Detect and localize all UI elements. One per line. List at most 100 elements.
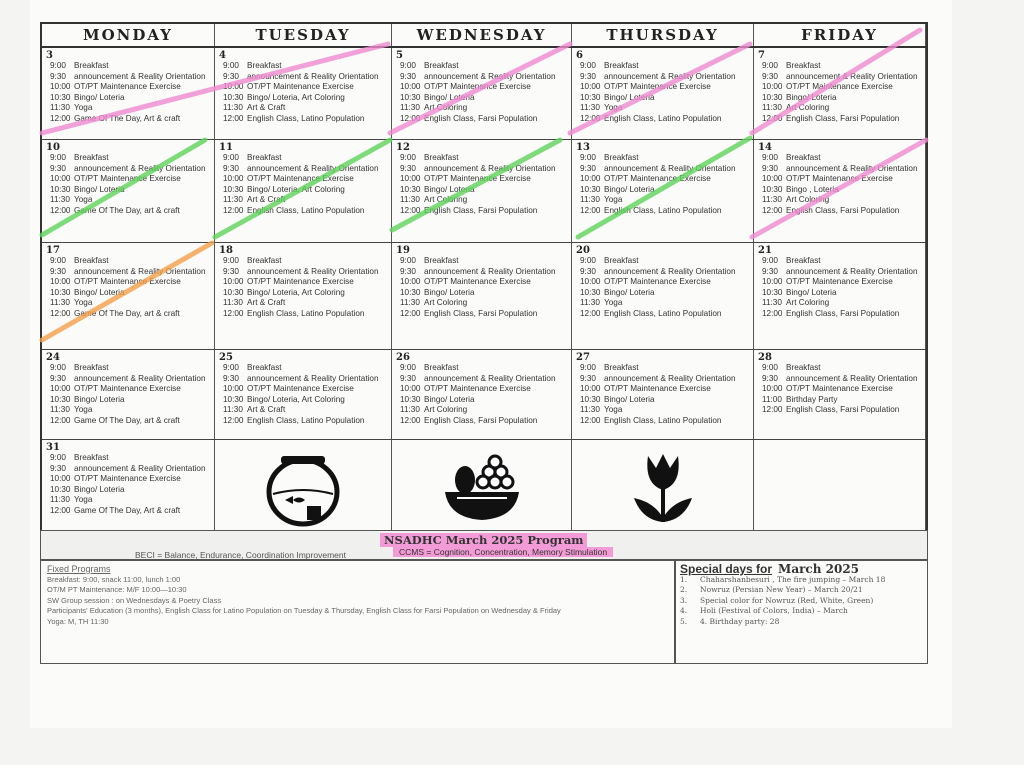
day-cell: 26 9:00 Breakfast 9:30 announcement & Realit… (392, 350, 572, 439)
event-name: Art Coloring (424, 405, 468, 415)
event-time: 10:30 (762, 287, 783, 297)
event-item: 9:00 Breakfast (396, 256, 567, 267)
event-name: announcement & Reality Orientation (604, 373, 736, 383)
tulip-icon (628, 448, 698, 530)
event-item: 9:00 Breakfast (46, 363, 210, 374)
event-time: 9:00 (223, 363, 239, 372)
event-time: 10:00 (50, 474, 71, 484)
event-time: 10:00 (580, 384, 601, 394)
event-item: 11:30 Yoga (46, 405, 210, 416)
day-cell: 24 9:00 Breakfast 9:30 announcement & Realit… (42, 350, 215, 439)
calendar-grid: MONDAY TUESDAY WEDNESDAY THURSDAY FRIDAY 3 9:… (40, 22, 928, 541)
day-number: 3 (46, 50, 53, 61)
day-cell: 3 9:00 Breakfast 9:30 announcement & Reality… (42, 48, 215, 139)
event-item: 10:00 OT/PT Maintenance Exercise (576, 174, 749, 185)
event-name: Bingo/ Loteria (74, 394, 125, 404)
special-heading-text: Special days for (680, 562, 773, 576)
event-item: 10:00 OT/PT Maintenance Exercise (576, 277, 749, 288)
event-name: Breakfast (604, 153, 639, 162)
event-time: 9:30 (50, 71, 66, 81)
event-name: announcement & Reality Orientation (786, 163, 918, 173)
event-time: 12:00 (580, 415, 601, 425)
event-item: 9:30 announcement & Reality Orientation (576, 72, 749, 83)
event-name: English Class, Latino Population (247, 205, 365, 215)
event-item: 12:00 English Class, Latino Population (219, 114, 387, 125)
event-time: 9:30 (223, 71, 239, 81)
event-item: 10:30 Bingo/ Loteria (46, 93, 210, 104)
event-name: Art Coloring (424, 103, 468, 113)
event-name: Game Of The Day, art & craft (74, 308, 180, 318)
event-item: 10:00 OT/PT Maintenance Exercise (46, 82, 210, 93)
day-cell: 5 9:00 Breakfast 9:30 announcement & Reality… (392, 48, 572, 139)
event-name: announcement & Reality Orientation (74, 163, 206, 173)
event-name: OT/PT Maintenance Exercise (786, 384, 893, 394)
event-name: Breakfast (424, 256, 459, 265)
event-name: Bingo , Loteria (786, 184, 839, 194)
event-time: 10:00 (580, 82, 601, 92)
event-item: 9:30 announcement & Reality Orientation (758, 72, 921, 83)
event-time: 11:30 (50, 103, 70, 113)
event-item: 9:00 Breakfast (396, 363, 567, 374)
day-number: 19 (396, 245, 410, 256)
event-time: 11:00 (762, 394, 782, 404)
day-cell: 20 9:00 Breakfast 9:30 announcement & Realit… (572, 243, 754, 349)
event-time: 10:00 (50, 384, 71, 394)
event-item: 9:30 announcement & Reality Orientation (758, 164, 921, 175)
event-name: Bingo/ Loteria (74, 287, 125, 297)
item-text: Special color for Nowruz (Red, White, Gr… (700, 595, 874, 605)
event-item: 11:30 Art Coloring (396, 195, 567, 206)
event-time: 10:30 (580, 394, 601, 404)
event-time: 11:30 (400, 103, 420, 113)
event-name: Art Coloring (786, 103, 830, 113)
event-item: 12:00 Game Of The Day, Art & craft (46, 506, 210, 517)
event-item: 10:30 Bingo/ Loteria (758, 93, 921, 104)
event-time: 9:30 (580, 71, 596, 81)
event-name: Art Coloring (424, 195, 468, 205)
event-item: 9:30 announcement & Reality Orientation (219, 267, 387, 278)
event-name: Breakfast (424, 61, 459, 70)
event-time: 10:00 (50, 82, 71, 92)
event-name: Art & Craft (247, 195, 286, 205)
event-name: OT/PT Maintenance Exercise (604, 82, 711, 92)
event-time: 10:30 (762, 184, 783, 194)
event-name: Breakfast (247, 153, 282, 162)
event-item: 12:00 English Class, Latino Population (576, 416, 749, 427)
event-name: Game Of The Day, art & craft (74, 415, 180, 425)
event-name: Bingo/ Loteria (74, 484, 125, 494)
event-item: 9:30 announcement & Reality Orientation (576, 374, 749, 385)
event-time: 11:30 (50, 298, 70, 308)
event-name: English Class, Latino Population (604, 205, 722, 215)
event-item: 12:00 English Class, Farsi Population (396, 416, 567, 427)
event-name: Breakfast (604, 61, 639, 70)
event-time: 9:00 (580, 363, 596, 372)
item-number: 2. (680, 585, 688, 594)
event-time: 9:00 (223, 61, 239, 70)
event-name: Breakfast (247, 256, 282, 265)
event-name: Breakfast (74, 256, 109, 265)
event-name: English Class, Farsi Population (786, 205, 900, 215)
event-item: 10:30 Bingo/ Loteria (46, 485, 210, 496)
ccms-legend: CCMS = Cognition, Concentration, Memory … (393, 547, 614, 557)
event-name: OT/PT Maintenance Exercise (604, 174, 711, 184)
event-time: 10:00 (762, 82, 783, 92)
event-name: announcement & Reality Orientation (424, 266, 556, 276)
event-time: 11:30 (580, 405, 600, 415)
day-number: 4 (219, 50, 226, 61)
event-time: 9:00 (400, 61, 416, 70)
event-name: Breakfast (74, 61, 109, 70)
event-name: announcement & Reality Orientation (247, 71, 379, 81)
event-item: 9:00 Breakfast (46, 61, 210, 72)
event-name: Yoga (74, 103, 93, 113)
event-time: 10:00 (762, 174, 783, 184)
event-time: 10:00 (400, 174, 421, 184)
event-item: 10:30 Bingo/ Loteria (46, 395, 210, 406)
event-time: 9:30 (580, 373, 596, 383)
week-row: 17 9:00 Breakfast 9:30 announcement & Realit… (42, 243, 926, 350)
event-item: 10:30 Bingo/ Loteria, Art Coloring (219, 288, 387, 299)
event-name: OT/PT Maintenance Exercise (786, 82, 893, 92)
event-item: 12:00 English Class, Latino Population (576, 206, 749, 217)
event-item: 11:30 Art Coloring (396, 103, 567, 114)
event-item: 9:00 Breakfast (576, 61, 749, 72)
event-time: 10:30 (50, 92, 71, 102)
fixed-program-line: OT/M PT Maintenance: M/F 10:00—10:30 (47, 585, 187, 594)
